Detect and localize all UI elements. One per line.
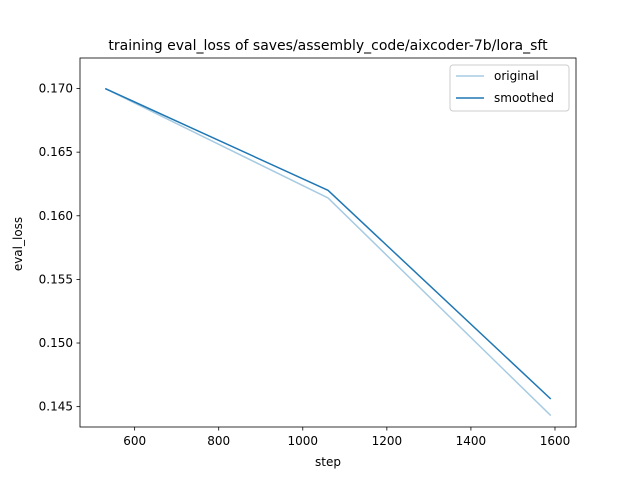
- y-axis-label: eval_loss: [11, 217, 25, 271]
- y-tick-label: 0.170: [39, 82, 73, 96]
- legend: original smoothed: [449, 64, 570, 112]
- legend-label-original: original: [494, 69, 539, 83]
- chart-title: training eval_loss of saves/assembly_cod…: [108, 38, 548, 54]
- series-line-original: [104, 87, 552, 417]
- x-tick-label: 1600: [540, 434, 571, 448]
- x-tick-label: 1200: [372, 434, 403, 448]
- y-tick-label: 0.155: [39, 272, 73, 286]
- y-tick-label: 0.150: [39, 336, 73, 350]
- x-tick-label: 600: [123, 434, 146, 448]
- plot-area: [104, 87, 552, 417]
- plot-frame: [79, 57, 577, 428]
- y-tick-label: 0.165: [39, 145, 73, 159]
- legend-label-smoothed: smoothed: [494, 91, 554, 105]
- x-tick-label: 1400: [456, 434, 487, 448]
- y-tick-label: 0.160: [39, 209, 73, 223]
- x-axis-label: step: [315, 455, 341, 469]
- x-tick-label: 800: [207, 434, 230, 448]
- series-line-smoothed: [104, 87, 552, 400]
- axes: 600 800 1000 1200 1400 1600 0.145 0.150 0.155 0.1…: [39, 57, 577, 448]
- x-tick-label: 1000: [288, 434, 319, 448]
- y-tick-label: 0.145: [39, 400, 73, 414]
